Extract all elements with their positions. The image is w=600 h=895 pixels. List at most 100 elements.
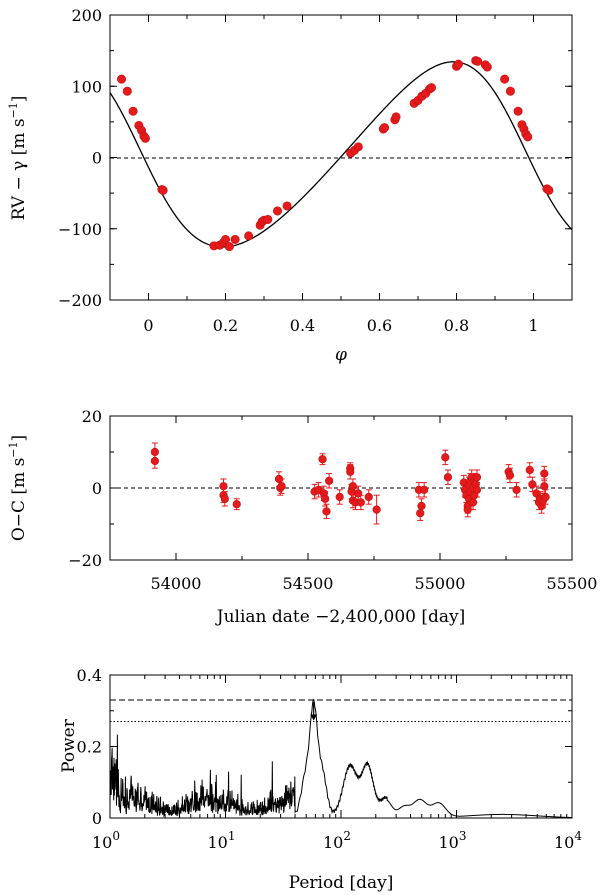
rv-data-point [263,214,273,224]
residual-point [335,492,344,502]
pg-x-tick-label: 102 [323,829,351,852]
res-x-tick-label: 55500 [547,574,598,593]
residual-point [472,485,482,494]
rv-data-point [453,59,463,69]
res-x-tick-label: 55000 [415,574,466,593]
residual-point [321,494,330,503]
rv-data-point [244,231,254,241]
rv-data-point [473,56,483,66]
rv-y-label-main: RV − γ [m s [9,118,29,220]
peak-arrow [310,702,318,721]
rv-data-point [221,234,231,244]
pg-y-axis-label: Power [59,718,79,773]
residual-point [356,498,365,507]
rv-x-tick-label: 0 [143,316,153,335]
rv-model-curve [109,61,573,248]
residual-point [540,482,549,491]
rv-data-point [353,142,363,152]
pg-x-tick-base: 10 [554,833,574,852]
pg-frame [109,674,573,819]
residual-point [322,507,331,516]
peak-arrow-head [310,714,318,721]
residual-points [150,442,550,525]
pg-y-tick-label: 0.4 [77,666,102,685]
rv-y-tick-label: −100 [58,220,102,239]
residual-point [441,453,450,462]
residuals-panel: 54000 54500 55000 55500 −20 0 20 Julian date −… [7,407,597,627]
rv-phase-panel: 0 0.2 0.4 0.6 0.8 1 −200 −100 0 100 200 φ RV − γ [… [7,6,573,365]
rv-data-point [282,201,292,211]
pg-y-tick-label: 0.2 [77,738,102,757]
residual-point [420,485,429,494]
pg-x-tick-label: 100 [92,829,120,852]
rv-x-tick-label: 1 [528,316,538,335]
pg-x-tick-label: 103 [439,829,467,852]
res-ticks: 54000 54500 55000 55500 −20 0 20 [68,407,597,593]
rv-data-point [128,106,138,116]
res-x-tick-label: 54000 [151,574,202,593]
residual-point [443,473,453,482]
res-y-tick-label: −20 [68,551,102,570]
rv-data-point [544,185,554,195]
pg-x-tick-label: 104 [554,829,582,852]
rv-data-point [513,106,523,116]
rv-data-point [505,86,515,96]
res-x-axis-label: Julian date −2,400,000 [day] [215,607,466,627]
rv-data-point [230,234,240,244]
pg-x-tick-base: 10 [439,833,459,852]
rv-data-point [272,206,282,216]
rv-x-tick-label: 0.4 [290,316,315,335]
residual-point [512,485,521,494]
pg-x-tick-exp: 2 [343,829,351,843]
residual-point [220,494,229,503]
rv-data-point [122,86,132,96]
rv-data-point [391,112,401,122]
residual-point [528,480,537,489]
pg-x-tick-exp: 1 [228,829,236,843]
rv-x-tick-label: 0.6 [367,316,392,335]
pg-x-axis-label: Period [day] [289,873,394,893]
residual-point [364,492,373,502]
rv-x-tick-label: 0.8 [444,316,469,335]
res-y-label-main: O−C [m s [9,458,29,541]
pg-y-tick-label: 0 [92,809,102,828]
residual-point [505,471,515,480]
residual-point [525,465,534,475]
rv-y-label-sup: −1 [7,102,20,118]
rv-y-axis-label: RV − γ [m s−1] [7,96,29,221]
residual-point [318,455,327,464]
rv-data-point [224,242,234,252]
res-y-label-sup: −1 [7,441,20,457]
rv-y-tick-label: 100 [71,77,102,96]
rv-x-axis-label: φ [335,345,347,365]
rv-data-point [482,62,492,72]
rv-ticks: 0 0.2 0.4 0.6 0.8 1 −200 −100 0 100 200 [58,6,573,335]
residual-point [150,456,159,466]
rv-y-tick-label: −200 [58,291,102,310]
pg-x-tick-label: 101 [208,829,236,852]
rv-x-tick-label: 0.2 [213,316,238,335]
residual-point [346,467,355,476]
residual-point [417,501,426,511]
res-x-tick-label: 54500 [283,574,334,593]
rv-points [117,56,554,252]
rv-y-tick-label: 0 [92,149,102,168]
rv-data-point [500,74,510,84]
residual-point [541,492,550,502]
rv-y-tick-label: 200 [71,6,102,25]
rv-y-label-end: ] [9,96,29,103]
pg-x-tick-base: 10 [323,833,343,852]
res-y-tick-label: 0 [92,479,102,498]
residual-point [372,505,381,514]
pg-x-tick-exp: 4 [574,829,582,843]
res-y-tick-label: 20 [82,407,102,426]
residual-point [277,482,286,491]
pg-x-tick-base: 10 [92,833,112,852]
periodogram-curve [109,698,573,819]
res-y-axis-label: O−C [m s−1] [7,435,29,541]
rv-data-point [140,133,150,143]
pg-x-tick-base: 10 [208,833,228,852]
pg-x-tick-exp: 3 [459,829,467,843]
